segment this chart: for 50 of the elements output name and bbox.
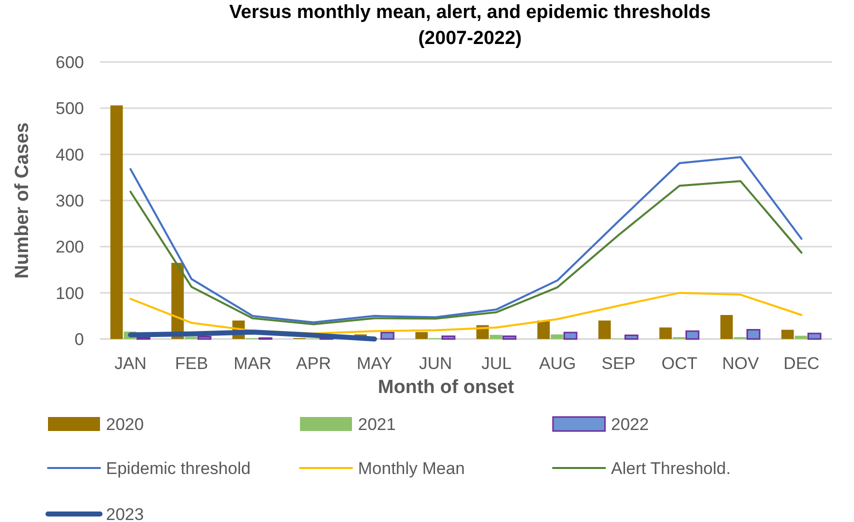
bar	[659, 327, 672, 339]
legend-label: Epidemic threshold	[106, 458, 251, 478]
legend-label: 2022	[611, 414, 649, 434]
bar	[685, 330, 700, 340]
bar	[441, 335, 456, 340]
y-axis-title: Number of Cases	[12, 122, 33, 279]
y-tick-label: 300	[56, 191, 84, 210]
x-tick-label: DEC	[784, 354, 820, 373]
y-tick-label: 0	[74, 330, 84, 349]
bar	[720, 314, 733, 339]
x-tick-label: FEB	[174, 354, 208, 373]
x-tick-label: MAY	[356, 354, 392, 373]
bar	[807, 332, 822, 340]
bar	[490, 334, 502, 339]
x-tick-label: JAN	[114, 354, 147, 373]
legend-label: 2021	[358, 414, 396, 434]
bar	[502, 335, 516, 340]
x-tick-label: NOV	[722, 354, 760, 373]
bar	[537, 320, 550, 339]
x-tick-label: SEP	[601, 354, 636, 373]
bar	[624, 334, 638, 340]
bar	[746, 329, 760, 340]
y-tick-label: 500	[56, 99, 84, 118]
x-axis-title: Month of onset	[378, 377, 515, 398]
bar	[380, 332, 394, 340]
bar	[781, 330, 794, 339]
bar	[197, 336, 212, 340]
x-tick-label: OCT	[662, 354, 698, 373]
bar	[415, 332, 428, 339]
line-series	[130, 292, 802, 334]
y-tick-label: 600	[56, 52, 84, 72]
y-tick-label: 100	[56, 284, 84, 303]
legend-label: Monthly Mean	[358, 458, 465, 478]
bar	[550, 334, 564, 339]
line-series	[130, 156, 802, 324]
legend-label: 2020	[106, 414, 144, 434]
bar	[598, 320, 611, 339]
x-tick-label: AUG	[539, 354, 576, 373]
legend-label: 2023	[106, 504, 144, 522]
x-tick-label: JUN	[418, 354, 452, 373]
chart-title: Versus monthly mean, alert, and epidemic thresholds (2007-2022)	[229, 2, 711, 49]
bar	[110, 105, 123, 339]
x-tick-label: JUL	[481, 354, 512, 373]
y-tick-label: 200	[56, 238, 84, 257]
line-series	[130, 180, 802, 326]
x-tick-label: APR	[296, 354, 331, 373]
x-tick-label: MAR	[234, 354, 272, 373]
bar	[563, 332, 578, 340]
legend-label: Alert Threshold.	[611, 458, 731, 478]
y-tick-label: 400	[56, 145, 84, 164]
